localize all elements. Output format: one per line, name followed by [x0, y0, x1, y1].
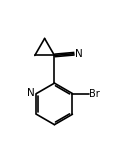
Text: N: N	[27, 88, 35, 98]
Text: Br: Br	[89, 88, 100, 99]
Text: N: N	[75, 49, 83, 59]
